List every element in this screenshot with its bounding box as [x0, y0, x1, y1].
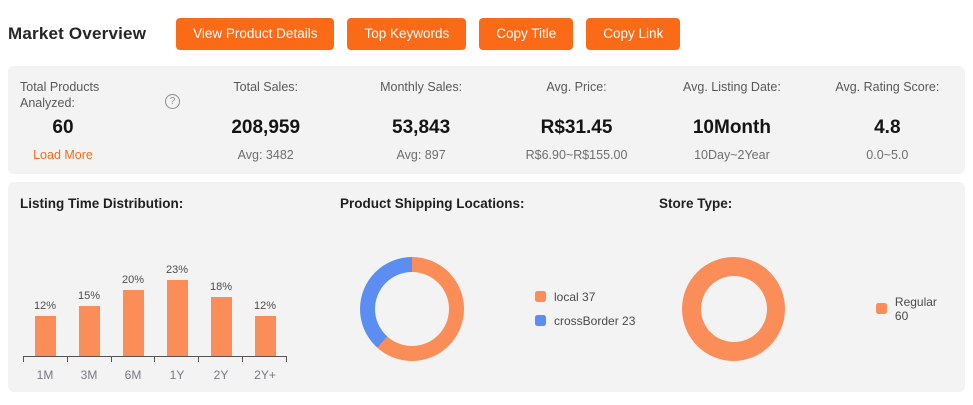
x-axis-label: 2Y+: [254, 367, 276, 382]
legend-marker-icon: [535, 291, 546, 302]
stat-total-products: Total Products Analyzed: ? 60 Load More: [8, 79, 188, 174]
stat-sub-value: 0.0~5.0: [866, 147, 909, 162]
donut-row: local 37 crossBorder 23: [340, 256, 659, 361]
store-type-legend: Regular 60: [876, 295, 953, 323]
bar-rect: [166, 279, 188, 356]
legend-label: crossBorder 23: [554, 313, 636, 328]
legend-item[interactable]: Regular 60: [876, 295, 953, 323]
axis-tick: [23, 356, 67, 362]
top-keywords-button[interactable]: Top Keywords: [347, 18, 467, 50]
bar: 20%: [111, 274, 155, 356]
bar-value-label: 15%: [77, 289, 101, 302]
store-type-chart: Store Type: Regular 60: [659, 196, 953, 378]
bar: 12%: [23, 300, 67, 356]
chart-title: Product Shipping Locations:: [340, 195, 525, 211]
product-shipping-locations-chart: Product Shipping Locations: local 37 cros…: [340, 196, 659, 378]
stat-sub-value: Avg: 3482: [237, 147, 294, 162]
stat-label: Monthly Sales:: [380, 79, 463, 94]
stat-label: Total Sales:: [233, 79, 299, 94]
copy-title-button[interactable]: Copy Title: [479, 18, 574, 50]
stat-value: R$31.45: [540, 116, 613, 138]
header-bar: Market Overview View Product Details Top…: [0, 0, 973, 50]
stat-value: 53,843: [392, 116, 451, 138]
bar-value-label: 12%: [253, 299, 277, 312]
bar-value-label: 18%: [209, 280, 233, 293]
stat-value: 208,959: [231, 116, 301, 138]
stat-value: 60: [52, 116, 74, 138]
bar-rect: [34, 315, 56, 356]
legend-item[interactable]: crossBorder 23: [535, 314, 635, 328]
bar-chart-area: 12% 15% 20% 23% 18% 12% 1M 3M 6M 1Y 2Y 2Y+: [23, 261, 287, 382]
shipping-legend: local 37 crossBorder 23: [535, 290, 635, 328]
bar-rect: [78, 305, 100, 356]
page-title: Market Overview: [8, 23, 147, 43]
donut-hole: [375, 271, 449, 346]
header-actions: View Product Details Top Keywords Copy T…: [176, 18, 681, 50]
copy-link-button[interactable]: Copy Link: [586, 18, 681, 50]
stats-summary-card: Total Products Analyzed: ? 60 Load More …: [8, 65, 965, 174]
legend-item[interactable]: local 37: [535, 290, 635, 304]
legend-label: local 37: [554, 289, 596, 304]
listing-time-distribution-chart: Listing Time Distribution: 12% 15% 20% 23% 1…: [20, 195, 340, 382]
stat-avg-price: Avg. Price: R$31.45 R$6.90~R$155.00: [499, 79, 654, 174]
chart-title: Listing Time Distribution:: [20, 195, 184, 211]
bar-value-label: 12%: [33, 299, 57, 312]
stat-value: 4.8: [874, 116, 901, 138]
store-type-donut-chart: [682, 256, 786, 361]
bar: 12%: [243, 300, 287, 356]
axis-tick: [242, 356, 286, 362]
donut-row: Regular 60: [659, 256, 953, 361]
x-axis-label: 1Y: [169, 367, 185, 382]
axis-tick: [198, 356, 242, 362]
view-product-details-button[interactable]: View Product Details: [176, 18, 335, 50]
stat-label: Total Products Analyzed:: [20, 79, 100, 110]
x-axis-label: 2Y: [213, 367, 229, 382]
stat-avg-rating: Avg. Rating Score: 4.8 0.0~5.0: [810, 79, 965, 174]
legend-marker-icon: [535, 315, 546, 326]
bar: 18%: [199, 281, 243, 356]
stat-label: Avg. Rating Score:: [835, 79, 940, 94]
question-circle-icon[interactable]: ?: [165, 93, 180, 109]
bar: 23%: [155, 264, 199, 356]
stat-sub-value: R$6.90~R$155.00: [525, 147, 628, 162]
axis-tick: [110, 356, 155, 362]
stat-avg-listing-date: Avg. Listing Date: 10Month 10Day~2Year: [654, 79, 809, 174]
axis-tick: [66, 356, 111, 362]
bar-ticks: [23, 356, 287, 362]
x-axis-label: 6M: [124, 367, 142, 382]
stat-label: Avg. Price:: [546, 79, 607, 94]
bar-plot: 12% 15% 20% 23% 18% 12%: [23, 261, 287, 357]
stat-total-sales: Total Sales: 208,959 Avg: 3482: [188, 79, 343, 174]
bar-labels: 1M 3M 6M 1Y 2Y 2Y+: [23, 368, 287, 382]
donut-hole: [700, 275, 767, 342]
legend-label: Regular 60: [894, 294, 937, 323]
bar-rect: [254, 315, 276, 356]
stat-monthly-sales: Monthly Sales: 53,843 Avg: 897: [343, 79, 498, 174]
x-axis-label: 1M: [36, 367, 54, 382]
bar-rect: [210, 296, 232, 356]
stat-sub-value: Avg: 897: [396, 147, 446, 162]
chart-title: Store Type:: [659, 195, 733, 211]
bar-rect: [122, 289, 144, 356]
stat-label: Avg. Listing Date:: [683, 79, 781, 94]
bar-value-label: 20%: [121, 273, 145, 286]
charts-card: Listing Time Distribution: 12% 15% 20% 23% 1…: [8, 181, 965, 392]
shipping-donut-chart: [360, 256, 464, 361]
legend-marker-icon: [876, 303, 887, 314]
axis-tick: [154, 356, 198, 362]
bar-value-label: 23%: [165, 263, 189, 276]
stat-value: 10Month: [692, 116, 771, 138]
load-more-link[interactable]: Load More: [33, 147, 93, 162]
stat-sub-value: 10Day~2Year: [694, 147, 770, 162]
bar: 15%: [67, 290, 111, 356]
x-axis-label: 3M: [80, 367, 98, 382]
